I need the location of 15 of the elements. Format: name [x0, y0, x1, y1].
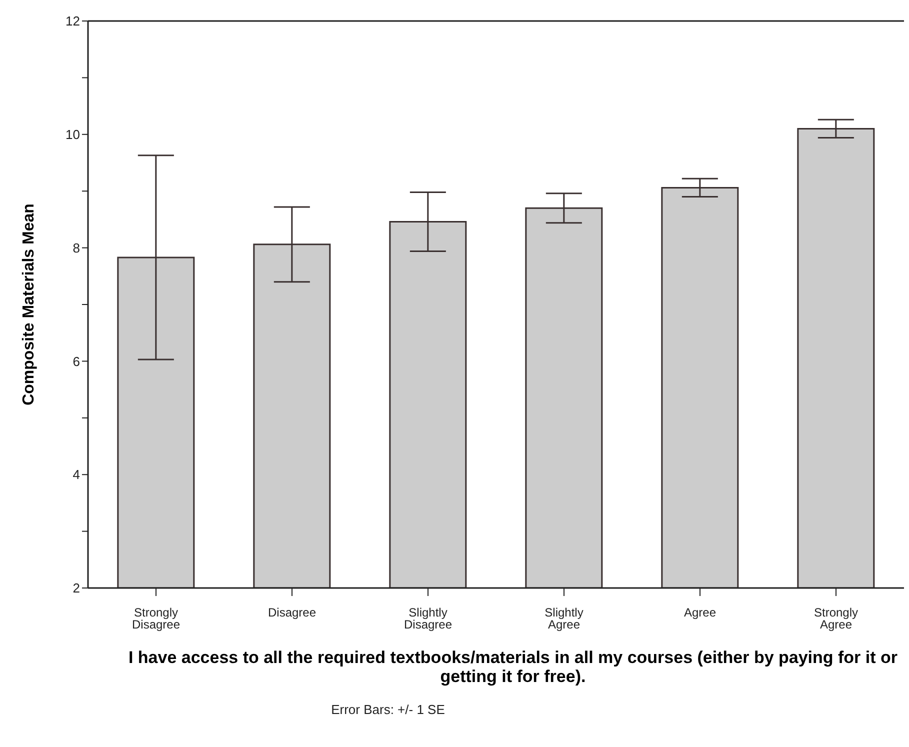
x-tick-label: Slightly Disagree — [404, 606, 452, 632]
x-tick-label: Strongly Disagree — [132, 606, 180, 632]
y-tick-label: 8 — [72, 240, 80, 256]
x-tick-label: Agree — [684, 606, 716, 620]
x-axis-title: I have access to all the required textbooks/materials in all my courses (either by paying for it or getting it for free). — [127, 648, 899, 686]
x-tick-label: Strongly Agree — [814, 606, 858, 632]
y-tick-label: 6 — [72, 354, 80, 369]
y-tick-label: 10 — [66, 127, 80, 142]
y-tick-label: 2 — [72, 580, 80, 596]
y-tick-label: 12 — [66, 14, 80, 29]
y-axis-title: Composite Materials Mean — [20, 204, 38, 406]
y-tick-label: 4 — [72, 467, 80, 482]
text: Error Bars: +/- 1 SE — [330, 702, 446, 717]
x-tick-label: Disagree — [268, 606, 316, 620]
x-tick-label: Slightly Agree — [544, 606, 584, 632]
